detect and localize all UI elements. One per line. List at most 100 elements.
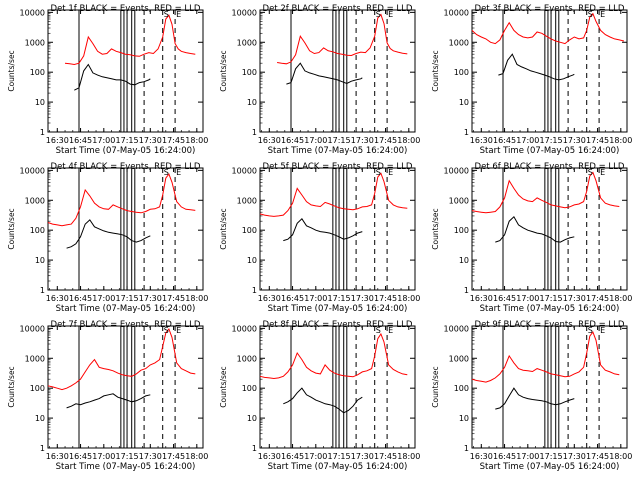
det9-xtick-label: 17:45 — [586, 452, 609, 461]
det6-plot-frame — [471, 167, 628, 291]
det7-title: Det 7f BLACK = Events, RED = LLD — [51, 320, 201, 330]
det9-xtick-label: 18:00 — [609, 452, 632, 461]
det8-series-events — [283, 387, 363, 414]
det2-panel: 16:30 16:45 17:00 17:15 17:30 17:45 18:00 1 10 10… — [219, 4, 420, 156]
det2-xtick-label: 17:00 — [304, 136, 327, 145]
det6-series-events — [495, 216, 575, 243]
det9-ylabel: Counts/sec — [431, 366, 440, 407]
det9-series-events — [495, 387, 575, 410]
det9-xtick-label: 16:45 — [493, 452, 516, 461]
det8-panel: 16:30 16:45 17:00 17:15 17:30 17:45 18:00 1 10 10… — [219, 320, 420, 472]
det5-xtick-label: 17:45 — [374, 294, 397, 303]
det3-xtick-label: 17:45 — [586, 136, 609, 145]
det4-plot-frame — [47, 167, 204, 291]
det7-xtick-label: 17:45 — [162, 452, 185, 461]
det1-ytick-label: 10 — [35, 98, 45, 107]
det9-panel: 16:30 16:45 17:00 17:15 17:30 17:45 18:00 1 10 10… — [431, 320, 632, 472]
det5-ytick-label: 10 — [247, 256, 257, 265]
det5-xtick-label: 16:45 — [281, 294, 304, 303]
det2-title: Det 2f BLACK = Events, RED = LLD — [263, 4, 413, 14]
det1-series-events — [74, 63, 151, 91]
det3-ytick-label: 10000 — [444, 8, 469, 17]
det8-xtick-label: 16:45 — [281, 452, 304, 461]
det1-ytick-label: 1000 — [25, 38, 45, 47]
det7-ylabel: Counts/sec — [7, 366, 16, 407]
det8-top-marker: E — [388, 326, 393, 335]
det4-ytick-label: 10000 — [20, 166, 45, 175]
det7-xlabel: Start Time (07-May-05 16:24:00) — [56, 462, 196, 472]
det3-title: Det 3f BLACK = Events, RED = LLD — [475, 4, 625, 14]
det7-xtick-label: 16:45 — [69, 452, 92, 461]
det1-xtick-label: 17:30 — [139, 136, 162, 145]
det3-ytick-label: 1 — [464, 128, 469, 137]
det4-xtick-label: 16:30 — [46, 294, 69, 303]
det2-ytick-label: 10000 — [232, 8, 257, 17]
det1-ylabel: Counts/sec — [7, 50, 16, 91]
det7-ytick-label: 1000 — [25, 354, 45, 363]
det4-xtick-label: 17:30 — [139, 294, 162, 303]
det3-xtick-label: 17:30 — [563, 136, 586, 145]
det8-top-marker: S — [376, 326, 381, 335]
det6-xtick-label: 17:45 — [586, 294, 609, 303]
det4-xtick-label: 18:00 — [185, 294, 208, 303]
det1-series-lld — [64, 14, 196, 66]
det5-title: Det 5f BLACK = Events, RED = LLD — [263, 162, 413, 172]
det2-series-lld — [277, 13, 408, 65]
det9-xtick-label: 17:30 — [563, 452, 586, 461]
det5-xtick-label: 17:15 — [328, 294, 351, 303]
det6-series-lld — [471, 171, 620, 214]
det1-top-marker: E — [176, 10, 181, 19]
det9-plot-frame — [471, 325, 628, 449]
det4-ytick-label: 1000 — [25, 196, 45, 205]
det3-top-marker: S — [588, 10, 593, 19]
det8-ylabel: Counts/sec — [219, 366, 228, 407]
det6-panel: 16:30 16:45 17:00 17:15 17:30 17:45 18:00 1 10 10… — [431, 162, 632, 314]
det2-xtick-label: 17:30 — [351, 136, 374, 145]
det1-xlabel: Start Time (07-May-05 16:24:00) — [56, 146, 196, 156]
det2-top-marker: E — [388, 10, 393, 19]
det2-ylabel: Counts/sec — [219, 50, 228, 91]
det6-xlabel: Start Time (07-May-05 16:24:00) — [480, 304, 620, 314]
det3-ytick-label: 1000 — [449, 38, 469, 47]
det6-ytick-label: 1000 — [449, 196, 469, 205]
det3-ytick-label: 10 — [459, 98, 469, 107]
det7-ytick-label: 10 — [35, 414, 45, 423]
det4-ylabel: Counts/sec — [7, 208, 16, 249]
det4-xtick-label: 17:45 — [162, 294, 185, 303]
det1-xtick-label: 17:15 — [116, 136, 139, 145]
det5-top-marker: E — [388, 168, 393, 177]
det8-ytick-label: 10 — [247, 414, 257, 423]
det7-xtick-label: 18:00 — [185, 452, 208, 461]
det2-ytick-label: 1 — [252, 128, 257, 137]
det6-top-marker: S — [588, 168, 593, 177]
det3-series-events — [498, 53, 575, 81]
det7-top-marker: E — [176, 326, 181, 335]
det9-series-lld — [471, 331, 620, 383]
det4-ytick-label: 1 — [40, 286, 45, 295]
det9-ytick-label: 10 — [459, 414, 469, 423]
det3-xtick-label: 17:00 — [516, 136, 539, 145]
det4-xtick-label: 17:00 — [92, 294, 115, 303]
det2-ytick-label: 10 — [247, 98, 257, 107]
det8-xtick-label: 18:00 — [397, 452, 420, 461]
det6-ytick-label: 1 — [464, 286, 469, 295]
det5-ytick-label: 10000 — [232, 166, 257, 175]
det8-title: Det 8f BLACK = Events, RED = LLD — [263, 320, 413, 330]
det5-ytick-label: 1 — [252, 286, 257, 295]
det4-ytick-label: 100 — [30, 226, 45, 235]
det6-xtick-label: 18:00 — [609, 294, 632, 303]
det8-ytick-label: 10000 — [232, 324, 257, 333]
det2-ytick-label: 100 — [242, 68, 257, 77]
det6-xtick-label: 17:15 — [540, 294, 563, 303]
det9-ytick-label: 1 — [464, 444, 469, 453]
det4-xtick-label: 17:15 — [116, 294, 139, 303]
det1-xtick-label: 16:45 — [69, 136, 92, 145]
det5-xtick-label: 17:30 — [351, 294, 374, 303]
det2-plot-frame — [259, 9, 416, 133]
det6-ytick-label: 100 — [454, 226, 469, 235]
det1-xtick-label: 17:45 — [162, 136, 185, 145]
det4-title: Det 4f BLACK = Events, RED = LLD — [51, 162, 201, 172]
det7-series-events — [66, 393, 151, 409]
det3-ylabel: Counts/sec — [431, 50, 440, 91]
